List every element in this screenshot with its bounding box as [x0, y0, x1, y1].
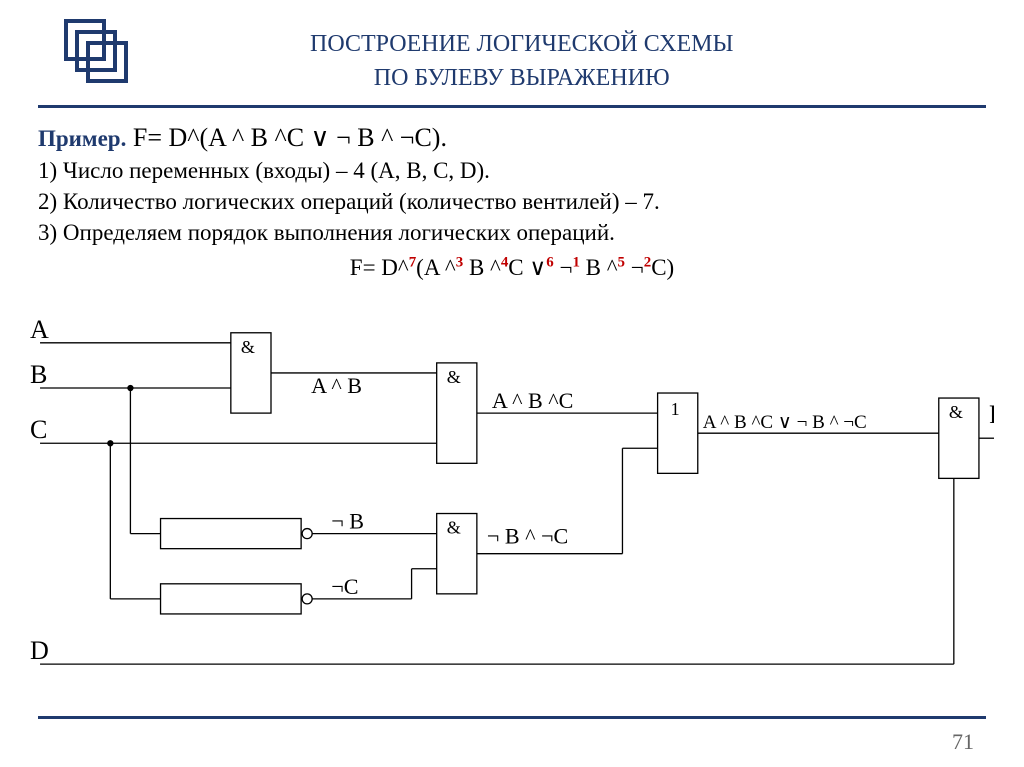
gate3-sym: & — [447, 518, 461, 538]
gate-or-sym: 1 — [671, 399, 680, 419]
annotated-formula: F= D^7(A ^3 B ^4C ∨6 ¬1 B ^5 ¬2C) — [38, 252, 986, 283]
header: ПОСТРОЕНИЕ ЛОГИЧЕСКОЙ СХЕМЫ ПО БУЛЕВУ ВЫ… — [0, 0, 1024, 110]
gate2-sym: & — [447, 367, 461, 387]
sig-nbnc: ¬ B ^ ¬C — [487, 524, 568, 549]
page-title: ПОСТРОЕНИЕ ЛОГИЧЕСКОЙ СХЕМЫ ПО БУЛЕВУ ВЫ… — [310, 28, 733, 95]
label-A: A — [30, 315, 49, 344]
sig-nc: ¬C — [331, 574, 358, 599]
sig-nb: ¬ B — [331, 509, 364, 534]
logo-icon — [60, 15, 132, 92]
example-label: Пример. — [38, 126, 126, 151]
logic-diagram: A B C D F & & & 1 & A ^ B A ^ B ^C ¬ B ¬… — [30, 310, 994, 707]
label-B: B — [30, 360, 47, 389]
example-formula: F= D^(A ^ B ^C ∨ ¬ B ^ ¬C). — [126, 123, 447, 152]
label-F: F — [989, 400, 994, 429]
bottom-rule — [38, 716, 986, 719]
top-rule — [38, 105, 986, 108]
step3: 3) Определяем порядок выполнения логичес… — [38, 217, 986, 248]
step1: 1) Число переменных (входы) – 4 (A, B, C… — [38, 155, 986, 186]
title-line1: ПОСТРОЕНИЕ ЛОГИЧЕСКОЙ СХЕМЫ — [310, 28, 733, 62]
diagram-svg: A B C D F & & & 1 & A ^ B A ^ B ^C ¬ B ¬… — [30, 310, 994, 707]
step2: 2) Количество логических операций (колич… — [38, 186, 986, 217]
content-block: Пример. F= D^(A ^ B ^C ∨ ¬ B ^ ¬C). 1) Ч… — [38, 120, 986, 283]
example-line: Пример. F= D^(A ^ B ^C ∨ ¬ B ^ ¬C). — [38, 120, 986, 155]
sig-abc: A ^ B ^C — [492, 388, 573, 413]
title-line2: ПО БУЛЕВУ ВЫРАЖЕНИЮ — [310, 62, 733, 96]
sig-orout: A ^ B ^C ∨ ¬ B ^ ¬C — [703, 412, 867, 433]
label-C: C — [30, 415, 47, 444]
page-number: 71 — [952, 729, 974, 755]
label-D: D — [30, 636, 49, 665]
sig-ab: A ^ B — [311, 373, 362, 398]
gate1-sym: & — [241, 337, 255, 357]
gate5-sym: & — [949, 402, 963, 422]
